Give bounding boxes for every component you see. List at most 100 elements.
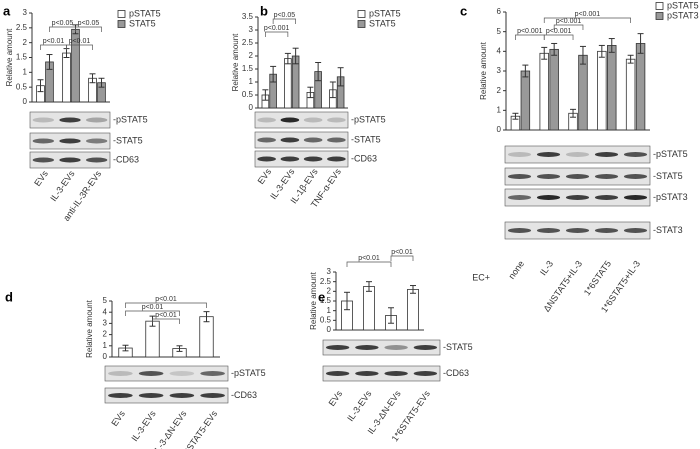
blot-band <box>507 152 532 157</box>
x-tick-label: EVs <box>327 388 345 408</box>
bar <box>284 58 292 109</box>
blot-band <box>280 156 300 162</box>
blot-band <box>257 137 276 143</box>
blot-band <box>280 137 300 143</box>
legend-label: pSTAT5 <box>129 8 161 18</box>
y-tick-label: 2 <box>327 286 332 295</box>
y-axis-label: Relative amount <box>5 28 14 87</box>
blot-label: -pSTAT5 <box>231 368 266 378</box>
legend-swatch <box>357 10 366 18</box>
blot-band <box>565 152 590 157</box>
legend-label: pSTAT3 <box>667 10 699 20</box>
significance-label: p<0.01 <box>155 312 177 319</box>
legend-swatch <box>655 2 664 10</box>
blot-band <box>86 157 108 163</box>
y-tick-label: 1.5 <box>242 64 254 73</box>
significance-label: p<0.01 <box>69 38 91 45</box>
blot-band <box>623 152 648 157</box>
blot-band <box>507 174 532 179</box>
y-tick-label: 1.5 <box>16 53 28 62</box>
legend-label: pSTAT5 <box>369 8 401 18</box>
y-tick-label: 4 <box>103 307 108 316</box>
blot-band <box>138 371 164 376</box>
blot-band <box>108 393 133 398</box>
blot-band <box>594 152 619 157</box>
blot-band <box>86 117 108 123</box>
blot-band <box>86 138 108 144</box>
bar <box>407 288 419 331</box>
significance-bracket <box>125 302 207 308</box>
blot-band <box>32 138 54 144</box>
blot-band <box>536 228 561 233</box>
blot-band <box>565 174 590 179</box>
significance-label: p<0.05 <box>274 12 296 19</box>
blot-label: -STAT5 <box>653 171 683 181</box>
blot-strip <box>504 145 651 164</box>
y-axis-label: Relative amount <box>85 299 94 358</box>
y-tick-label: 3 <box>103 319 108 328</box>
bar <box>520 70 531 131</box>
bar <box>363 286 375 331</box>
y-tick-label: 2.5 <box>16 23 28 32</box>
bar <box>607 45 617 131</box>
y-tick-label: 2.5 <box>242 38 254 47</box>
significance-label: p<0.001 <box>517 28 543 35</box>
blot-band <box>169 371 195 376</box>
significance-label: p<0.01 <box>43 38 65 45</box>
blot-label: -STAT5 <box>351 134 381 144</box>
y-axis-label: Relative amount <box>309 271 318 330</box>
bar <box>199 316 214 358</box>
bar <box>62 52 71 103</box>
y-tick-label: 3 <box>23 8 28 17</box>
blot-band <box>594 195 619 200</box>
blot-band <box>325 371 350 376</box>
x-tick-label: EVs <box>256 166 274 186</box>
panel-letter: b <box>260 3 268 18</box>
y-tick-label: 1 <box>497 105 502 114</box>
significance-bracket <box>515 34 545 40</box>
y-tick-label: 3.5 <box>242 12 254 21</box>
blot-band <box>327 117 346 123</box>
blot-band <box>325 345 350 350</box>
significance-label: p<0.01 <box>358 255 380 262</box>
blot-band <box>32 117 54 123</box>
blot-strip <box>254 131 349 149</box>
blot-band <box>138 393 164 398</box>
y-tick-label: 0 <box>23 97 28 106</box>
legend-swatch <box>117 20 126 28</box>
x-tick-label: none <box>506 259 526 281</box>
blot-label: -pSTAT5 <box>113 114 148 124</box>
legend-swatch <box>117 10 126 18</box>
y-axis-label: Relative amount <box>479 41 488 100</box>
y-tick-label: 0.5 <box>320 315 332 324</box>
significance-label: p<0.001 <box>575 11 601 18</box>
significance-label: p<0.001 <box>264 25 290 32</box>
blot-band <box>280 117 300 123</box>
y-tick-label: 2 <box>103 330 108 339</box>
bar <box>635 43 646 131</box>
x-tick-label: EVs <box>109 408 127 428</box>
blot-band <box>327 137 346 143</box>
bar <box>597 50 607 131</box>
panel-letter: a <box>3 3 11 18</box>
panel-letter: c <box>460 3 467 18</box>
blot-band <box>507 228 532 233</box>
significance-bracket <box>152 318 180 324</box>
x-tick-label: EVs <box>32 168 50 188</box>
y-tick-label: 3 <box>497 66 502 75</box>
panel-letter: d <box>5 289 13 304</box>
legend-label: STAT5 <box>369 18 396 28</box>
blot-label: -CD63 <box>443 368 469 378</box>
y-tick-label: 3 <box>249 25 254 34</box>
significance-bracket <box>40 44 67 50</box>
blot-strip <box>322 365 441 382</box>
significance-bracket <box>553 24 584 30</box>
blot-band <box>594 228 619 233</box>
blot-strip <box>254 111 349 129</box>
y-tick-label: 4 <box>497 46 502 55</box>
bar <box>625 58 636 131</box>
y-tick-label: 1 <box>103 341 108 350</box>
blot-band <box>623 174 648 179</box>
blot-label: -CD63 <box>231 390 257 400</box>
blot-band <box>200 371 225 376</box>
